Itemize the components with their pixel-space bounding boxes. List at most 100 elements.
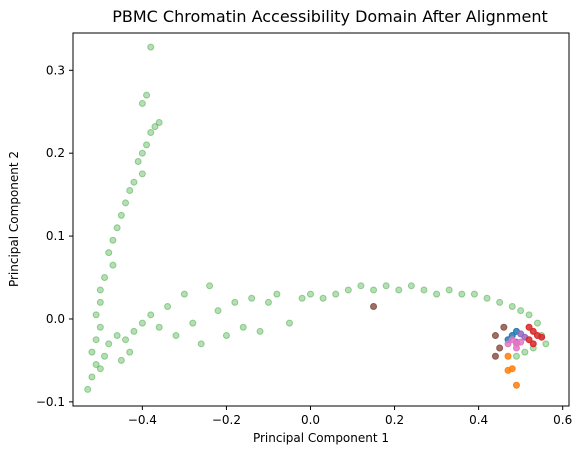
scatter-point-series-0 [172, 332, 180, 340]
y-axis-label: Principal Component 2 [7, 151, 21, 287]
y-axis-ticks: −0.1 0.0 0.1 0.2 0.3 [36, 63, 73, 409]
scatter-point-series-0 [92, 336, 100, 344]
x-axis-label: Principal Component 1 [253, 431, 389, 445]
scatter-point-series-0 [96, 365, 104, 373]
scatter-point-series-0 [155, 119, 163, 127]
scatter-point-series-0 [126, 348, 134, 356]
scatter-point-series-0 [470, 290, 478, 298]
scatter-point-series-2 [491, 352, 499, 360]
scatter-point-series-0 [101, 274, 109, 282]
scatter-point-series-0 [138, 99, 146, 107]
scatter-point-series-5 [517, 338, 525, 346]
x-tick-label: 0.0 [301, 413, 320, 427]
scatter-point-series-0 [151, 123, 159, 131]
scatter-point-series-0 [395, 286, 403, 294]
scatter-point-series-1 [504, 366, 512, 374]
scatter-point-series-0 [298, 294, 306, 302]
x-tick-label: 0.6 [553, 413, 572, 427]
scatter-point-series-0 [231, 298, 239, 306]
scatter-point-series-1 [512, 381, 520, 389]
scatter-point-series-2 [491, 332, 499, 340]
scatter-point-series-0 [122, 336, 130, 344]
scatter-point-series-0 [96, 298, 104, 306]
scatter-point-series-0 [407, 282, 415, 290]
scatter-point-series-0 [96, 323, 104, 331]
scatter-point-series-0 [197, 340, 205, 348]
scatter-point-series-0 [130, 178, 138, 186]
scatter-point-series-0 [508, 303, 516, 311]
scatter-point-series-0 [517, 307, 525, 315]
scatter-point-series-0 [542, 340, 550, 348]
scatter-point-series-0 [206, 282, 214, 290]
scatter-point-series-6 [525, 336, 533, 344]
x-tick-label: −0.2 [212, 413, 241, 427]
scatter-point-series-0 [147, 128, 155, 136]
y-tick-label: 0.3 [46, 63, 65, 77]
scatter-point-series-0 [256, 327, 264, 335]
scatter-point-series-0 [109, 261, 117, 269]
y-tick-label: −0.1 [36, 395, 65, 409]
scatter-point-series-0 [92, 311, 100, 319]
scatter-point-series-6 [538, 333, 546, 341]
scatter-point-series-5 [508, 336, 516, 344]
scatter-point-series-0 [84, 385, 92, 393]
scatter-point-series-0 [306, 290, 314, 298]
y-tick-label: 0.2 [46, 146, 65, 160]
scatter-point-series-0 [344, 286, 352, 294]
scatter-point-series-0 [113, 332, 121, 340]
scatter-point-series-0 [496, 298, 504, 306]
scatter-point-series-6 [525, 323, 533, 331]
scatter-point-series-2 [496, 344, 504, 352]
scatter-point-series-0 [382, 282, 390, 290]
scatter-point-series-0 [433, 290, 441, 298]
scatter-point-series-0 [319, 294, 327, 302]
scatter-point-series-0 [113, 224, 121, 232]
scatter-point-series-0 [101, 352, 109, 360]
scatter-point-series-0 [130, 327, 138, 335]
scatter-point-series-0 [117, 211, 125, 219]
scatter-point-series-6 [529, 340, 537, 348]
scatter-point-series-0 [126, 186, 134, 194]
scatter-point-series-0 [138, 170, 146, 178]
scatter-point-series-0 [117, 356, 125, 364]
scatter-point-series-0 [521, 348, 529, 356]
scatter-point-series-0 [105, 249, 113, 257]
scatter-point-series-1 [504, 352, 512, 360]
scatter-point-series-0 [92, 361, 100, 369]
scatter-point-series-0 [357, 282, 365, 290]
x-tick-label: 0.4 [469, 413, 488, 427]
scatter-point-series-2 [370, 303, 378, 311]
scatter-point-series-0 [285, 319, 293, 327]
scatter-point-series-0 [525, 311, 533, 319]
scatter-point-series-0 [264, 298, 272, 306]
plot-frame [72, 32, 570, 407]
scatter-point-series-0 [239, 323, 247, 331]
y-tick-label: 0.0 [46, 312, 65, 326]
scatter-point-series-0 [134, 157, 142, 165]
scatter-point-series-0 [445, 286, 453, 294]
scatter-point-series-0 [420, 286, 428, 294]
scatter-point-series-0 [143, 141, 151, 149]
y-tick-label: 0.1 [46, 229, 65, 243]
scatter-point-series-0 [164, 303, 172, 311]
scatter-point-series-0 [109, 236, 117, 244]
scatter-point-series-0 [147, 43, 155, 51]
x-tick-label: 0.2 [385, 413, 404, 427]
scatter-point-series-0 [370, 286, 378, 294]
scatter-point-series-5 [504, 340, 512, 348]
scatter-point-series-0 [88, 348, 96, 356]
scatter-point-series-0 [105, 340, 113, 348]
scatter-point-series-0 [122, 199, 130, 207]
scatter-point-series-0 [138, 149, 146, 157]
scatter-point-series-0 [143, 91, 151, 99]
scatter-point-series-0 [147, 311, 155, 319]
scatter-point-series-0 [214, 307, 222, 315]
data-points [84, 43, 550, 393]
scatter-point-series-0 [88, 373, 96, 381]
x-axis-ticks: −0.4 −0.2 0.0 0.2 0.4 0.6 [128, 406, 572, 427]
scatter-point-series-6 [529, 327, 537, 335]
scatter-point-series-0 [180, 290, 188, 298]
scatter-point-series-0 [483, 294, 491, 302]
scatter-point-series-0 [138, 319, 146, 327]
